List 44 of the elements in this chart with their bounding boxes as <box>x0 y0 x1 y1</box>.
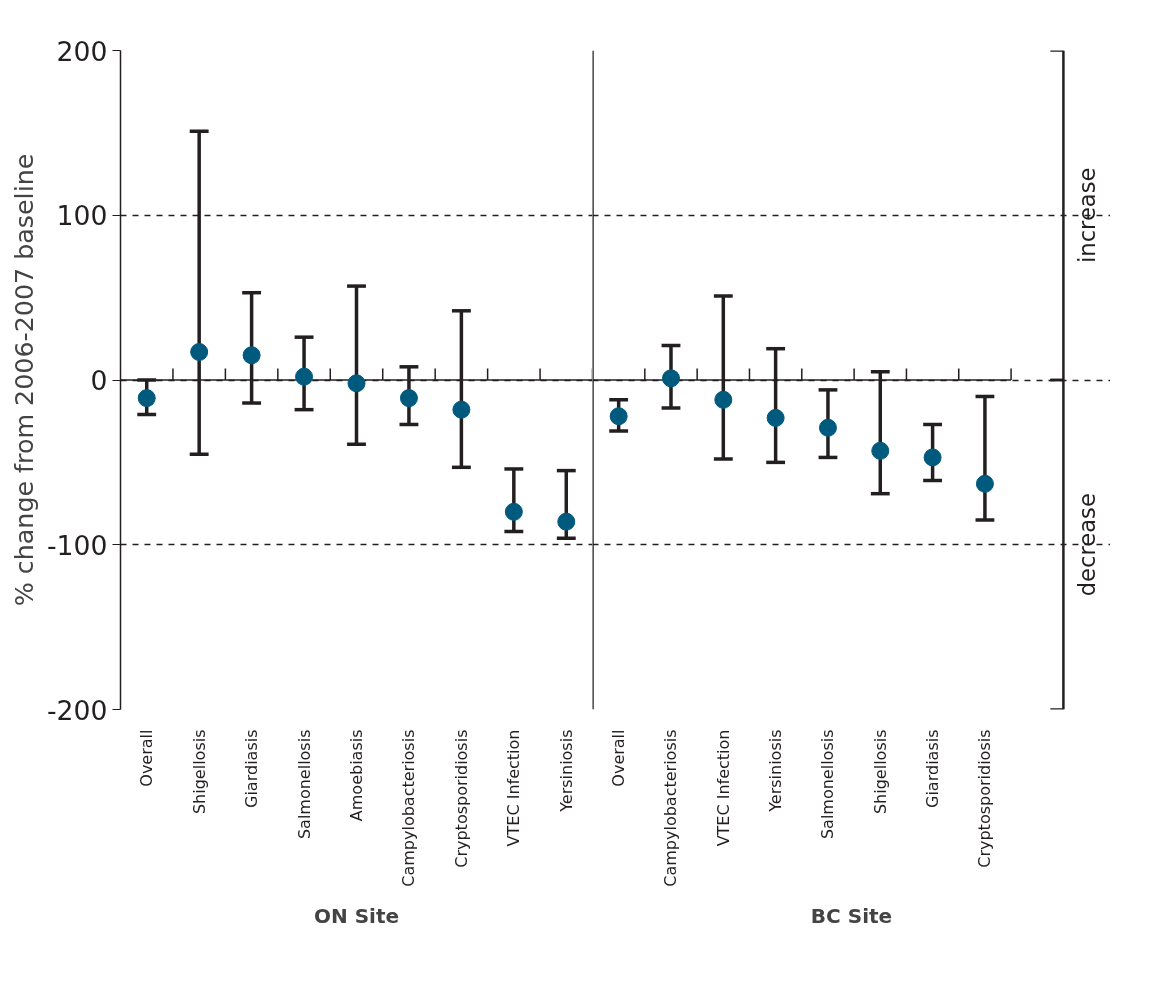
point <box>923 448 942 467</box>
point <box>975 474 994 493</box>
x-tick-label: Campylobacteriosis <box>399 729 419 887</box>
point <box>871 441 890 460</box>
point <box>557 512 576 531</box>
text: increase <box>1073 167 1100 263</box>
x-tick-label: VTEC Infection <box>713 729 733 847</box>
point <box>714 390 733 409</box>
y-tick-label: 200 <box>56 35 108 67</box>
point <box>295 367 314 386</box>
x-tick-label: Yersiniosis <box>556 729 576 813</box>
y-tick-label: -200 <box>47 694 108 726</box>
point <box>609 407 628 426</box>
x-tick-label: VTEC Infection <box>504 729 524 847</box>
y-tick-label: 100 <box>56 200 108 232</box>
x-axis-title: ON Site <box>313 903 400 928</box>
x-tick-label: Shigellosis <box>189 729 209 815</box>
x-tick-label: Giardiasis <box>923 729 943 808</box>
point <box>452 400 471 419</box>
point <box>818 418 837 437</box>
x-tick-label: Amoebiasis <box>347 729 366 822</box>
point <box>242 346 261 365</box>
x-tick-label: Overall <box>137 729 157 787</box>
point <box>661 369 680 388</box>
x-tick-label: Overall <box>609 729 629 787</box>
point <box>347 374 366 393</box>
y-tick-label: -100 <box>47 529 108 561</box>
point <box>137 389 156 408</box>
x-tick-label: Cryptosporidiosis <box>975 729 995 868</box>
point <box>504 502 523 521</box>
x-tick-label: Giardiasis <box>242 729 262 808</box>
y-tick-label: 0 <box>90 365 108 396</box>
point <box>766 408 785 427</box>
x-axis-title: BC Site <box>810 903 893 928</box>
x-tick-label: Salmonellosis <box>294 729 314 840</box>
y-axis-title: % change from 2006-2007 baseline <box>9 153 39 607</box>
text: decrease <box>1073 493 1100 597</box>
x-tick-label: Salmonellosis <box>818 729 838 840</box>
x-tick-label: Yersiniosis <box>766 729 786 813</box>
x-tick-label: Shigellosis <box>870 729 890 815</box>
x-tick-label: Campylobacteriosis <box>661 729 681 887</box>
point <box>190 343 209 361</box>
x-tick-label: Cryptosporidiosis <box>451 729 471 868</box>
point <box>399 389 418 408</box>
